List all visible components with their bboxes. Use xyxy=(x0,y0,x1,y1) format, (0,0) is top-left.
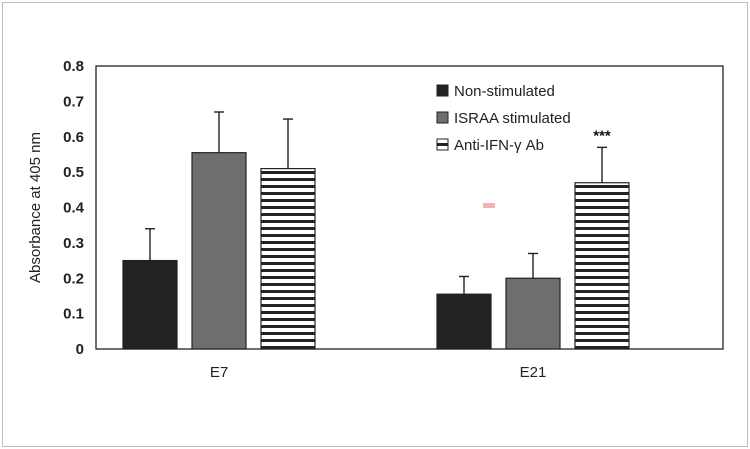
bar xyxy=(505,277,561,350)
y-tick-label: 0.8 xyxy=(63,58,84,75)
y-axis-title: Absorbance at 405 nm xyxy=(27,132,44,283)
y-tick-label: 0.3 xyxy=(63,235,84,252)
legend-swatch xyxy=(436,138,449,151)
legend-swatch xyxy=(436,111,449,124)
plot-artifact-mark xyxy=(483,203,495,208)
bar xyxy=(191,152,247,350)
legend-label: Anti-IFN-γ Ab xyxy=(454,137,544,154)
x-tick-label: E7 xyxy=(210,364,228,381)
x-tick-label: E21 xyxy=(520,364,547,381)
legend-label: ISRAA stimulated xyxy=(454,110,571,127)
legend-label: Non-stimulated xyxy=(454,83,555,100)
bar xyxy=(574,182,630,350)
bar xyxy=(436,293,492,350)
y-tick-label: 0.2 xyxy=(63,270,84,287)
y-tick-label: 0.6 xyxy=(63,129,84,146)
y-tick-label: 0.5 xyxy=(63,164,84,181)
y-tick-label: 0.7 xyxy=(63,93,84,110)
bar xyxy=(260,167,316,350)
bar-chart: 0 0.1 0.2 0.3 0.4 0.5 0.6 0.7 0.8 Absorbance at 4… xyxy=(27,58,724,381)
plot-area xyxy=(95,65,724,350)
y-tick-label: 0.1 xyxy=(63,306,84,323)
legend-swatch xyxy=(436,84,449,97)
y-tick-label: 0 xyxy=(76,341,84,358)
bar xyxy=(122,259,178,350)
y-tick-label: 0.4 xyxy=(63,200,85,217)
significance-marker: *** xyxy=(593,127,611,144)
